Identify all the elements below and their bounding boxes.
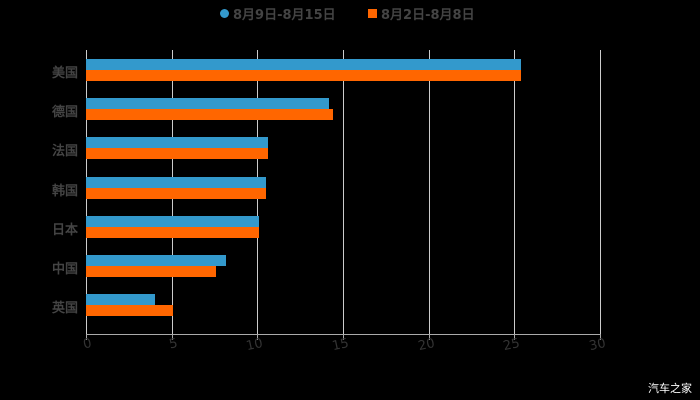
x-tick-label: 20 — [416, 336, 436, 355]
x-tick-label: 25 — [502, 336, 522, 355]
axis-tick — [514, 334, 516, 340]
axis-tick — [343, 334, 344, 340]
legend-item-series2[interactable]: 8月2日-8月8日 — [368, 4, 475, 23]
bar[interactable] — [86, 70, 522, 81]
x-tick-label: 5 — [167, 336, 179, 353]
bar[interactable] — [86, 187, 266, 199]
legend-item-series1[interactable]: 8月9日-8月15日 — [220, 4, 336, 23]
category-label: 德国 — [51, 105, 78, 121]
bar[interactable] — [86, 255, 227, 266]
x-axis — [86, 334, 601, 335]
bar[interactable] — [86, 148, 268, 160]
bar[interactable] — [86, 294, 155, 306]
bar[interactable] — [86, 98, 330, 110]
gridline — [343, 50, 344, 335]
x-tick-label: 30 — [587, 336, 608, 355]
category-label: 英国 — [51, 301, 78, 317]
circle-marker-icon — [220, 9, 229, 18]
bar[interactable] — [86, 305, 174, 317]
category-label: 中国 — [51, 262, 78, 277]
axis-tick — [257, 334, 259, 340]
watermark: 汽车之家 — [648, 382, 692, 395]
x-tick-label: 0 — [81, 336, 94, 353]
bar[interactable] — [86, 266, 217, 277]
category-label: 法国 — [51, 144, 78, 160]
category-label: 日本 — [51, 222, 78, 238]
axis-tick — [428, 334, 430, 340]
axis-tick — [600, 334, 601, 340]
bar[interactable] — [86, 137, 268, 149]
axis-tick — [171, 334, 173, 340]
bar[interactable] — [86, 215, 260, 227]
chart-legend: 8月9日-8月15日 8月2日-8月8日 — [0, 4, 700, 23]
square-marker-icon — [368, 9, 377, 18]
legend-label: 8月2日-8月8日 — [381, 8, 475, 23]
x-tick-label: 10 — [245, 336, 265, 355]
gridline — [428, 50, 430, 335]
gridline — [514, 50, 516, 335]
x-tick-label: 15 — [330, 336, 351, 355]
axis-tick — [86, 334, 87, 340]
legend-label: 8月9日-8月15日 — [233, 8, 336, 23]
category-label: 美国 — [51, 66, 78, 81]
gridline — [600, 50, 601, 335]
bar[interactable] — [86, 226, 260, 238]
bar[interactable] — [86, 59, 522, 70]
bar[interactable] — [86, 109, 333, 121]
category-label: 韩国 — [51, 183, 78, 199]
bar[interactable] — [86, 176, 266, 188]
